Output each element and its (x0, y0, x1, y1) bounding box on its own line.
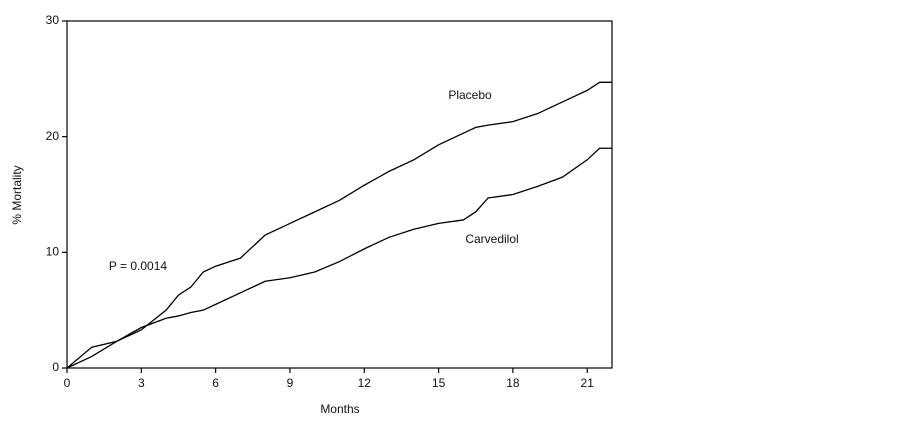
x-axis-label: Months (320, 402, 359, 416)
y-tick-label: 0 (52, 360, 59, 374)
x-tick-label: 12 (358, 376, 372, 390)
annotation: Carvedilol (465, 232, 518, 246)
x-tick-label: 15 (432, 376, 446, 390)
y-axis-label: % Mortality (10, 165, 24, 224)
y-tick-label: 20 (46, 129, 60, 143)
plot-frame (66, 20, 613, 369)
x-tick-label: 0 (64, 376, 71, 390)
y-tick-label: 30 (46, 13, 60, 27)
series-line (66, 81, 612, 369)
annotation: P = 0.0014 (109, 259, 167, 273)
x-tick-label: 6 (212, 376, 219, 390)
y-tick-label: 10 (46, 245, 60, 259)
x-tick-label: 21 (581, 376, 595, 390)
annotation: Placebo (448, 88, 492, 102)
x-tick-label: 18 (506, 376, 520, 390)
x-tick-label: 3 (138, 376, 145, 390)
series-line (66, 147, 612, 369)
x-tick-label: 9 (287, 376, 294, 390)
